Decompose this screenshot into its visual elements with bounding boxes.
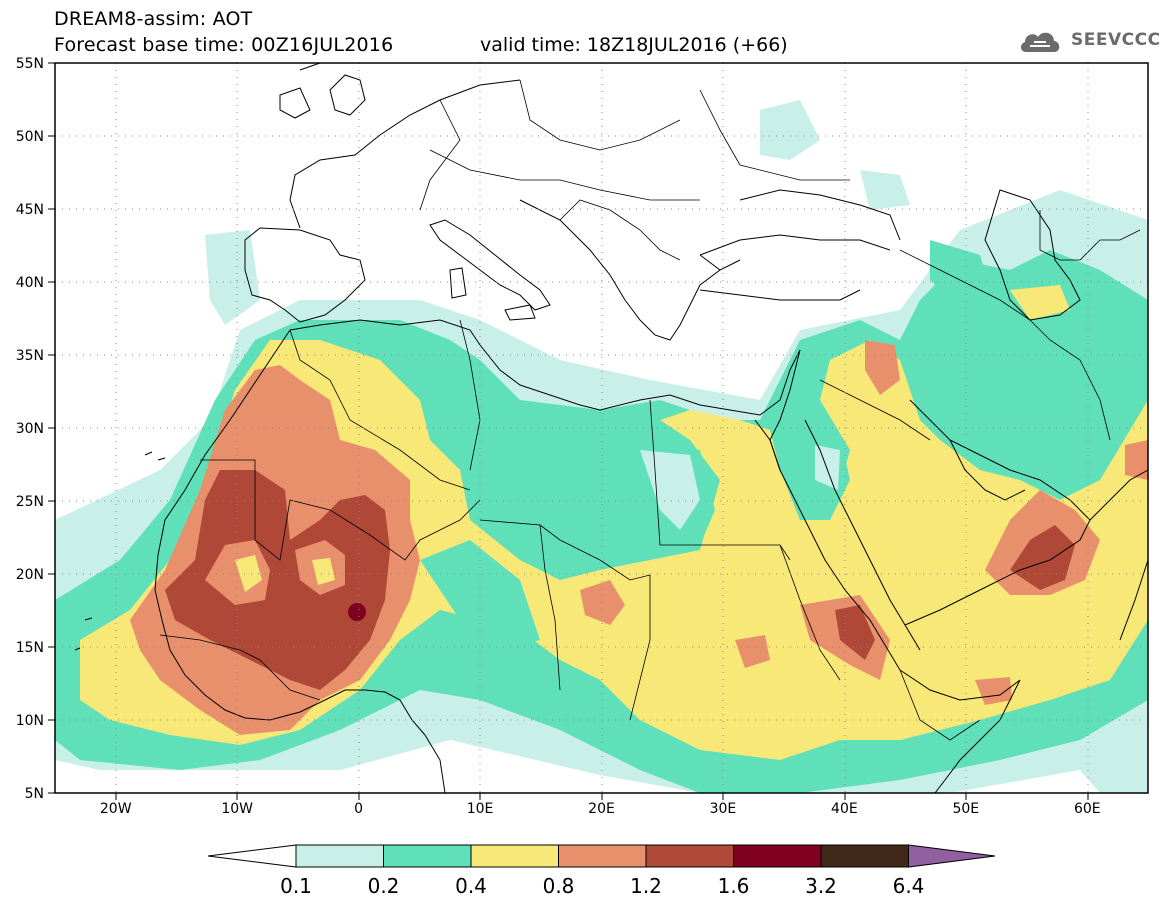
lat-tick-label: 55N	[16, 56, 44, 72]
aot-band-1.6	[348, 603, 366, 621]
axis-ticks	[48, 62, 1089, 800]
lat-tick-label: 15N	[16, 640, 44, 656]
coastlines	[74, 63, 1148, 793]
lon-tick-label: 40E	[831, 801, 858, 817]
colorbar-label: 3.2	[805, 874, 837, 898]
lat-tick-label: 10N	[16, 713, 44, 729]
aot-band-0.4-hole	[235, 555, 335, 592]
lat-tick-label: 5N	[25, 786, 44, 802]
colorbar-swatch	[820, 844, 909, 868]
lon-tick-label: 10E	[467, 801, 494, 817]
lat-tick-label: 20N	[16, 567, 44, 583]
colorbar-label: 0.2	[368, 874, 400, 898]
aot-field	[55, 63, 1148, 793]
colorbar: 0.1 0.2 0.4 0.8 1.2 1.6 3.2 6.4	[207, 844, 996, 898]
lat-tick-label: 40N	[16, 275, 44, 291]
cloud-icon	[1020, 32, 1060, 52]
colorbar-label: 1.6	[718, 874, 750, 898]
lat-tick-label: 30N	[16, 421, 44, 437]
colorbar-swatch	[645, 844, 734, 868]
colorbar-swatch	[295, 844, 384, 868]
colorbar-label: 0.8	[543, 874, 575, 898]
lat-tick-label: 45N	[16, 202, 44, 218]
colorbar-swatch	[733, 844, 822, 868]
colorbar-label: 0.4	[455, 874, 487, 898]
lon-tick-label: 20E	[588, 801, 615, 817]
map-title: DREAM8-assim: AOT	[54, 8, 253, 30]
colorbar-swatch	[383, 844, 472, 868]
lat-tick-label: 50N	[16, 129, 44, 145]
valid-time-label: valid time: 18Z18JUL2016 (+66)	[480, 34, 788, 56]
lon-tick-label: 20W	[100, 801, 132, 817]
colorbar-swatch	[470, 844, 559, 868]
base-time-label: Forecast base time: 00Z16JUL2016	[54, 34, 394, 56]
aot-band-1.2	[165, 470, 1075, 690]
latitude-labels: 55N 50N 45N 40N 35N 30N 25N 20N 15N 10N 5N	[16, 56, 44, 802]
lon-tick-label: 30E	[710, 801, 737, 817]
borders	[159, 79, 1141, 741]
gridlines	[55, 63, 1148, 793]
colorbar-label: 0.1	[280, 874, 312, 898]
lat-tick-label: 25N	[16, 494, 44, 510]
colorbar-over-triangle	[908, 844, 996, 868]
longitude-labels: 20W 10W 0 10E 20E 30E 40E 50E 60E	[100, 801, 1101, 817]
colorbar-swatch	[558, 844, 647, 868]
lon-tick-label: 10W	[221, 801, 253, 817]
colorbar-label: 1.2	[630, 874, 662, 898]
logo-text: SEEVCCC	[1071, 30, 1161, 50]
colorbar-label: 6.4	[893, 874, 925, 898]
colorbar-under-triangle	[207, 844, 297, 868]
lon-tick-label: 60E	[1074, 801, 1101, 817]
lon-tick-label: 50E	[952, 801, 979, 817]
lon-tick-label: 0	[354, 801, 363, 817]
lat-tick-label: 35N	[16, 348, 44, 364]
